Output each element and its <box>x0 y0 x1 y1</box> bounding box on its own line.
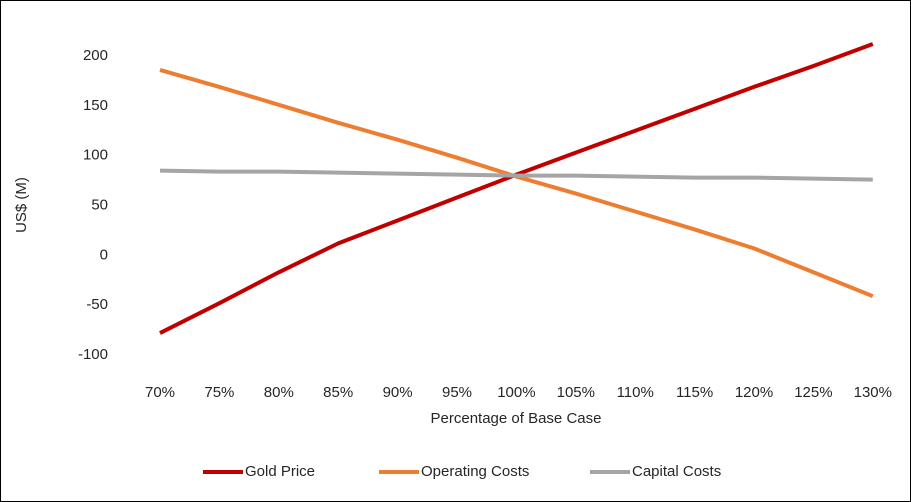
x-tick-label: 70% <box>145 384 175 401</box>
y-tick-label: 100 <box>83 147 108 164</box>
legend-label: Operating Costs <box>421 463 529 480</box>
y-tick-label: 0 <box>100 246 108 263</box>
x-tick-label: 115% <box>676 384 713 401</box>
y-tick-label: 150 <box>83 97 108 114</box>
y-tick-label: 200 <box>83 47 108 64</box>
y-tick-label: -100 <box>78 346 108 363</box>
x-tick-label: 110% <box>617 384 654 401</box>
x-tick-label: 95% <box>442 384 472 401</box>
y-tick-label: 50 <box>91 196 108 213</box>
series-line <box>159 168 873 182</box>
x-tick-label: 100% <box>497 384 535 401</box>
x-tick-label: 125% <box>794 384 832 401</box>
x-tick-label: 130% <box>854 384 892 401</box>
x-tick-label: 75% <box>204 384 234 401</box>
x-tick-label: 120% <box>735 384 773 401</box>
y-tick-label: -50 <box>86 296 108 313</box>
legend-label: Capital Costs <box>632 463 721 480</box>
x-tick-label: 80% <box>264 384 294 401</box>
x-tick-label: 90% <box>383 384 413 401</box>
x-tick-label: 105% <box>557 384 595 401</box>
x-tick-label: 85% <box>323 384 353 401</box>
legend-label: Gold Price <box>245 463 315 480</box>
y-axis-label: US$ (M) <box>13 177 30 233</box>
x-axis-label: Percentage of Base Case <box>431 410 602 427</box>
